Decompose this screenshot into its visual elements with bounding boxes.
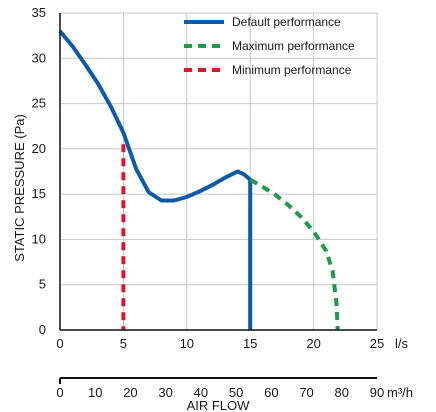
y-axis-title: STATIC PRESSURE (Pa) (12, 114, 27, 262)
x2-unit-label: m³/h (387, 385, 413, 400)
x2-tick-label: 60 (264, 385, 278, 400)
axes: 0 5 10 15 20 25 30 35 0 5 10 15 20 25 0 10 20 30 40 50 60 70 8… (32, 5, 385, 400)
x-tick-label: 5 (120, 336, 127, 351)
y-tick-label: 35 (32, 5, 46, 20)
x-tick-label: 20 (306, 336, 320, 351)
series-lines (58, 29, 340, 331)
x2-tick-label: 90 (370, 385, 384, 400)
x2-tick-label: 10 (88, 385, 102, 400)
y-tick-label: 25 (32, 96, 46, 111)
x2-tick-label: 80 (335, 385, 349, 400)
series-line-0 (58, 29, 253, 330)
x-tick-label: 10 (180, 336, 194, 351)
legend: Default performance Maximum performance Mi… (184, 15, 355, 77)
x-tick-label: 0 (56, 336, 63, 351)
x2-tick-label: 0 (56, 385, 63, 400)
y-tick-label: 15 (32, 186, 46, 201)
x2-tick-label: 40 (194, 385, 208, 400)
legend-label-2: Minimum performance (232, 63, 352, 77)
x-axis-title: AIR FLOW (187, 398, 251, 412)
x-tick-label: 25 (370, 336, 384, 351)
y-tick-label: 30 (32, 50, 46, 65)
x-unit-label: l/s (395, 336, 409, 351)
y-tick-label: 0 (39, 322, 46, 337)
y-tick-label: 10 (32, 231, 46, 246)
x2-tick-label: 20 (123, 385, 137, 400)
y-tick-label: 5 (39, 277, 46, 292)
x2-tick-label: 70 (299, 385, 313, 400)
legend-label-0: Default performance (232, 15, 341, 29)
x2-tick-label: 50 (229, 385, 243, 400)
y-tick-label: 20 (32, 141, 46, 156)
x2-tick-label: 30 (158, 385, 172, 400)
legend-label-1: Maximum performance (232, 39, 355, 53)
grid (60, 12, 378, 330)
x-tick-label: 15 (243, 336, 257, 351)
series-line-1 (249, 177, 340, 331)
